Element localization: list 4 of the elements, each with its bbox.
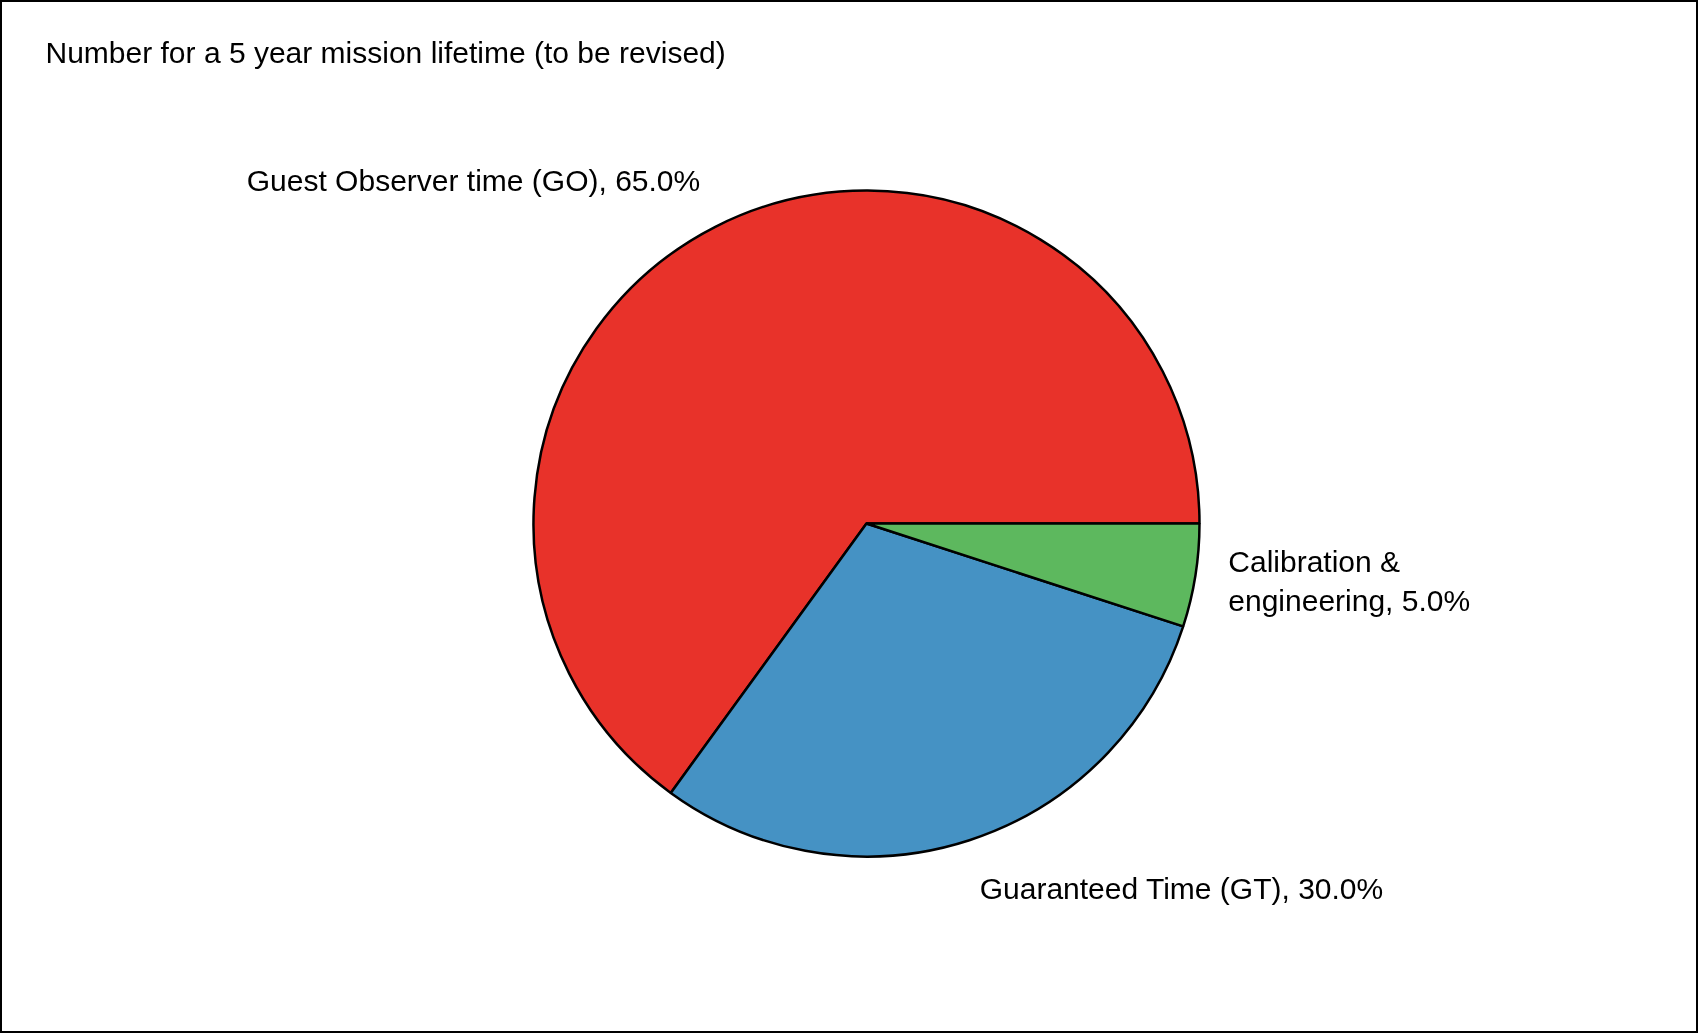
chart-title: Number for a 5 year mission lifetime (to be revised) bbox=[45, 36, 726, 69]
slice-label: Guest Observer time (GO), 65.0% bbox=[246, 164, 701, 198]
slice-label: Calibration & engineering, 5.0% bbox=[1228, 544, 1471, 618]
slice-label: Guaranteed Time (GT), 30.0% bbox=[979, 871, 1384, 905]
